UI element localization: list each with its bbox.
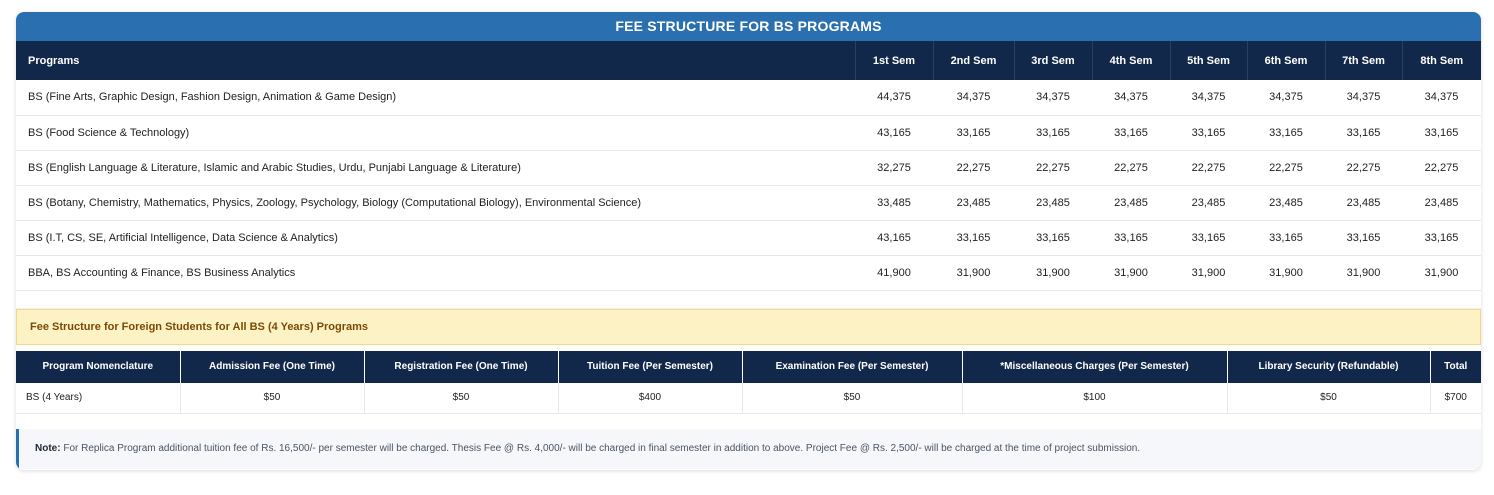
fee-cell: 33,165 xyxy=(1325,115,1402,151)
bs-fee-table: Programs 1st Sem 2nd Sem 3rd Sem 4th Sem… xyxy=(16,41,1481,291)
program-name-cell: BS (English Language & Literature, Islam… xyxy=(16,150,855,186)
table-row: BBA, BS Accounting & Finance, BS Busines… xyxy=(16,255,1481,291)
program-name-cell: BBA, BS Accounting & Finance, BS Busines… xyxy=(16,255,855,291)
total-cell: $700 xyxy=(1430,382,1481,414)
fee-cell: 22,275 xyxy=(1170,150,1247,186)
fee-cell: 33,165 xyxy=(1247,220,1325,256)
col-header-programs: Programs xyxy=(16,41,856,80)
fee-cell: 33,165 xyxy=(933,220,1014,256)
fee-cell: 31,900 xyxy=(1325,255,1402,291)
fee-cell: $50 xyxy=(1227,382,1431,414)
fee-cell: $50 xyxy=(180,382,365,414)
fee-cell: 43,165 xyxy=(855,115,933,151)
fee-cell: 34,375 xyxy=(1092,80,1170,116)
fee-cell: 31,900 xyxy=(1014,255,1092,291)
fee-cell: 23,485 xyxy=(1014,185,1092,221)
fee-cell: 22,275 xyxy=(1402,150,1481,186)
fee-cell: $50 xyxy=(742,382,963,414)
table-row: BS (English Language & Literature, Islam… xyxy=(16,150,1481,186)
fee-cell: 34,375 xyxy=(1325,80,1402,116)
fee-cell: 33,165 xyxy=(1014,220,1092,256)
fee-cell: 34,375 xyxy=(1402,80,1481,116)
col-header-admission-fee: Admission Fee (One Time) xyxy=(180,350,365,383)
fee-cell: 22,275 xyxy=(1014,150,1092,186)
fee-cell: 33,165 xyxy=(1092,115,1170,151)
fee-cell: 34,375 xyxy=(1247,80,1325,116)
col-header-sem5: 5th Sem xyxy=(1170,41,1248,80)
fee-cell: 33,165 xyxy=(1014,115,1092,151)
col-header-total: Total xyxy=(1430,350,1481,383)
bs-fee-header-row: Programs 1st Sem 2nd Sem 3rd Sem 4th Sem… xyxy=(16,41,1481,80)
table-row: BS (Food Science & Technology) 43,165 33… xyxy=(16,115,1481,151)
fee-cell: 33,165 xyxy=(1402,220,1481,256)
col-header-misc-charges: *Miscellaneous Charges (Per Semester) xyxy=(962,350,1228,383)
note-label: Note: xyxy=(35,443,61,454)
fee-cell: 31,900 xyxy=(933,255,1014,291)
fee-cell: 33,165 xyxy=(933,115,1014,151)
foreign-fee-header-row: Program Nomenclature Admission Fee (One … xyxy=(16,350,1481,383)
fee-structure-card: FEE STRUCTURE FOR BS PROGRAMS Programs 1… xyxy=(16,12,1481,470)
col-header-tuition-fee: Tuition Fee (Per Semester) xyxy=(558,350,743,383)
fee-cell: 33,165 xyxy=(1402,115,1481,151)
col-header-sem8: 8th Sem xyxy=(1402,41,1481,80)
fee-cell: $50 xyxy=(364,382,559,414)
col-header-library-security: Library Security (Refundable) xyxy=(1227,350,1431,383)
fee-cell: 34,375 xyxy=(1014,80,1092,116)
fee-cell: 31,900 xyxy=(1247,255,1325,291)
fee-cell: 23,485 xyxy=(1170,185,1247,221)
fee-cell: 33,165 xyxy=(1247,115,1325,151)
fee-cell: 31,900 xyxy=(1402,255,1481,291)
col-header-examination-fee: Examination Fee (Per Semester) xyxy=(742,350,963,383)
note-box: Note: For Replica Program additional tui… xyxy=(16,429,1481,469)
fee-cell: 34,375 xyxy=(933,80,1014,116)
foreign-fee-table: Program Nomenclature Admission Fee (One … xyxy=(16,350,1481,414)
col-header-registration-fee: Registration Fee (One Time) xyxy=(364,350,559,383)
col-header-sem1: 1st Sem xyxy=(855,41,934,80)
fee-cell: 23,485 xyxy=(1402,185,1481,221)
table-row: BS (Fine Arts, Graphic Design, Fashion D… xyxy=(16,80,1481,116)
fee-cell: 31,900 xyxy=(1092,255,1170,291)
fee-cell: 33,165 xyxy=(1092,220,1170,256)
fee-cell: 41,900 xyxy=(855,255,933,291)
fee-cell: 23,485 xyxy=(933,185,1014,221)
fee-cell: 34,375 xyxy=(1170,80,1247,116)
fee-cell: $400 xyxy=(558,382,743,414)
table-row: BS (4 Years) $50 $50 $400 $50 $100 $50 $… xyxy=(16,382,1481,414)
col-header-sem3: 3rd Sem xyxy=(1014,41,1093,80)
fee-cell: 33,485 xyxy=(855,185,933,221)
fee-cell: $100 xyxy=(962,382,1228,414)
fee-cell: 22,275 xyxy=(1247,150,1325,186)
fee-cell: 33,165 xyxy=(1170,220,1247,256)
col-header-sem6: 6th Sem xyxy=(1247,41,1326,80)
note-text: For Replica Program additional tuition f… xyxy=(60,443,1141,454)
col-header-sem4: 4th Sem xyxy=(1092,41,1171,80)
col-header-program-nomenclature: Program Nomenclature xyxy=(16,350,181,383)
program-name-cell: BS (Botany, Chemistry, Mathematics, Phys… xyxy=(16,185,855,221)
foreign-students-banner: Fee Structure for Foreign Students for A… xyxy=(16,308,1481,345)
fee-cell: 33,165 xyxy=(1170,115,1247,151)
fee-cell: 23,485 xyxy=(1247,185,1325,221)
program-nomenclature-cell: BS (4 Years) xyxy=(16,382,181,414)
fee-cell: 32,275 xyxy=(855,150,933,186)
fee-cell: 43,165 xyxy=(855,220,933,256)
fee-cell: 44,375 xyxy=(855,80,933,116)
fee-cell: 22,275 xyxy=(933,150,1014,186)
fee-cell: 31,900 xyxy=(1170,255,1247,291)
section-divider xyxy=(16,291,1481,309)
fee-cell: 23,485 xyxy=(1092,185,1170,221)
fee-cell: 33,165 xyxy=(1325,220,1402,256)
table-row: BS (I.T, CS, SE, Artificial Intelligence… xyxy=(16,220,1481,256)
page-title: FEE STRUCTURE FOR BS PROGRAMS xyxy=(16,12,1481,41)
fee-cell: 22,275 xyxy=(1092,150,1170,186)
program-name-cell: BS (Fine Arts, Graphic Design, Fashion D… xyxy=(16,80,855,116)
program-name-cell: BS (Food Science & Technology) xyxy=(16,115,855,151)
col-header-sem7: 7th Sem xyxy=(1325,41,1403,80)
fee-cell: 23,485 xyxy=(1325,185,1402,221)
table-row: BS (Botany, Chemistry, Mathematics, Phys… xyxy=(16,185,1481,221)
col-header-sem2: 2nd Sem xyxy=(933,41,1015,80)
fee-cell: 22,275 xyxy=(1325,150,1402,186)
program-name-cell: BS (I.T, CS, SE, Artificial Intelligence… xyxy=(16,220,855,256)
